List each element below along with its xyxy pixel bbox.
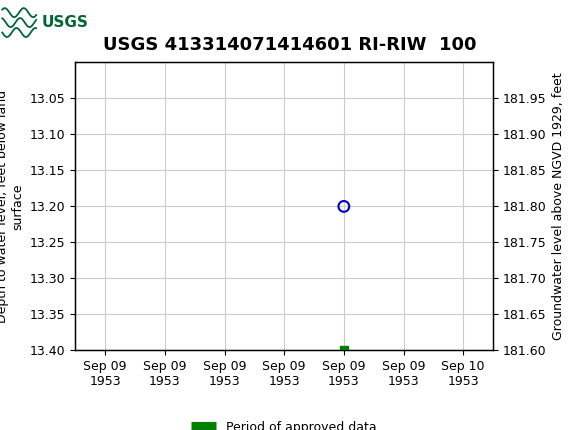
- Text: USGS: USGS: [42, 15, 88, 30]
- Text: USGS 413314071414601 RI-RIW  100: USGS 413314071414601 RI-RIW 100: [103, 36, 477, 54]
- Y-axis label: Depth to water level, feet below land
surface: Depth to water level, feet below land su…: [0, 90, 24, 323]
- Y-axis label: Groundwater level above NGVD 1929, feet: Groundwater level above NGVD 1929, feet: [552, 73, 565, 340]
- Legend: Period of approved data: Period of approved data: [186, 416, 382, 430]
- Point: [339, 347, 349, 354]
- Point: [339, 203, 349, 210]
